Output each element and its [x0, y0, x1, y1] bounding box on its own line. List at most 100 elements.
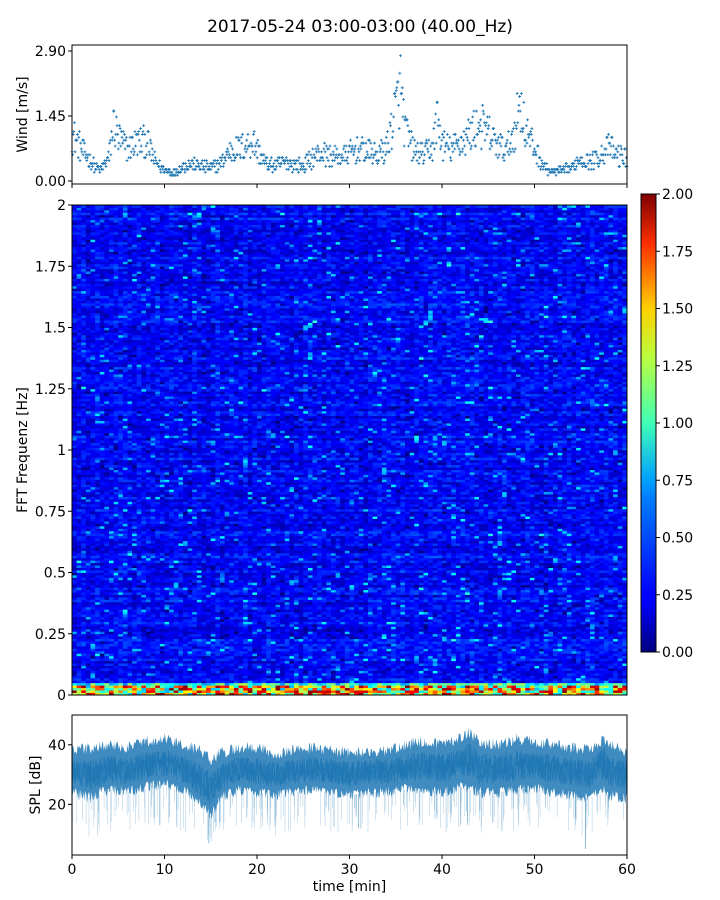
- spectrogram-cell: [127, 513, 133, 517]
- spectrogram-cell: [150, 511, 156, 515]
- spectrogram-cell: [99, 574, 105, 578]
- spectrogram-cell: [81, 293, 87, 297]
- wind-point: [249, 141, 253, 145]
- spectrogram-cell: [90, 675, 96, 679]
- spectrogram-cell: [118, 332, 124, 336]
- spectrogram-cell: [122, 486, 128, 490]
- spectrogram-cell: [132, 217, 138, 221]
- spectrogram-cell: [113, 352, 119, 355]
- spectrogram-cell: [122, 217, 128, 221]
- spectrogram-cell: [150, 239, 156, 243]
- wind-point: [229, 156, 233, 160]
- spectrogram-cell: [159, 545, 165, 549]
- spectrogram-cell: [136, 219, 142, 223]
- spectrogram-cell: [141, 665, 147, 669]
- spectrogram-cell: [146, 276, 152, 279]
- spectrogram-cell: [85, 677, 91, 681]
- spectrogram-cell: [81, 660, 87, 664]
- spectrogram-cell: [159, 467, 165, 470]
- spectrogram-cell: [72, 437, 78, 441]
- spectrogram-cell: [81, 641, 87, 644]
- spectrogram-cell: [141, 660, 147, 664]
- wind-point: [332, 153, 336, 157]
- spectrogram-cell: [81, 462, 87, 466]
- spectrogram-cell: [122, 258, 128, 262]
- spectrogram-cell: [90, 440, 96, 444]
- spectrogram-cell: [113, 430, 119, 434]
- spectrogram-cell: [81, 543, 87, 546]
- spectrogram-cell: [76, 435, 82, 439]
- spectrogram-cell: [76, 685, 82, 689]
- spectrogram-cell: [99, 239, 105, 243]
- spectrogram-cell: [141, 587, 147, 591]
- spectrogram-cell: [99, 447, 105, 451]
- spectrogram-cell: [141, 594, 147, 598]
- spectrogram-cell: [90, 405, 96, 409]
- spectrogram-cell: [132, 229, 138, 233]
- spectrogram-cell: [141, 288, 147, 292]
- spectrogram-cell: [150, 339, 156, 343]
- spectrogram-cell: [164, 516, 170, 519]
- spectrogram-cell: [113, 388, 119, 392]
- spectrogram-cell: [109, 427, 115, 431]
- spectrogram-cell: [81, 668, 87, 671]
- spectrogram-cell: [132, 254, 138, 257]
- spectrogram-cell: [76, 361, 82, 365]
- spectrogram-cell: [155, 660, 161, 664]
- spectrogram-cell: [132, 648, 138, 652]
- spectrogram-cell: [146, 425, 152, 429]
- spectrogram-cell: [150, 295, 156, 299]
- spectrogram-cell: [132, 609, 138, 613]
- spectrogram-cell: [113, 212, 119, 216]
- spectrogram-cell: [104, 219, 110, 223]
- spectrogram-cell: [118, 491, 124, 495]
- spectrogram-cell: [132, 315, 138, 319]
- spectrogram-cell: [109, 374, 115, 377]
- spectrogram-cell: [81, 597, 87, 600]
- spectrogram-cell: [141, 209, 147, 213]
- spectrogram-cell: [146, 472, 152, 475]
- spectrogram-cell: [81, 344, 87, 348]
- spectrogram-cell: [95, 636, 101, 640]
- spectrogram-cell: [104, 437, 110, 441]
- spectrogram-cell: [150, 623, 156, 627]
- spectrogram-cell: [141, 599, 147, 603]
- spectrogram-cell: [150, 545, 156, 549]
- wind-point: [95, 162, 99, 165]
- spectrogram-cell: [99, 548, 105, 551]
- spectrogram-cell: [90, 508, 96, 512]
- spectrogram-cell: [109, 454, 115, 458]
- spectrogram-cell: [99, 464, 105, 468]
- spectrogram-cell: [109, 503, 115, 507]
- spectrogram-cell: [109, 462, 115, 466]
- spectrogram-cell: [113, 655, 119, 659]
- wind-point: [281, 156, 284, 160]
- spectrogram-cell: [136, 628, 142, 632]
- spectrogram-cell: [90, 682, 96, 686]
- wind-point: [308, 162, 312, 165]
- spectrogram-cell: [99, 207, 105, 211]
- spectrogram-cell: [159, 496, 165, 500]
- spectrogram-cell: [85, 447, 91, 451]
- spectrogram-cell: [136, 271, 142, 274]
- spectrogram-cell: [159, 364, 165, 368]
- spectrogram-cell: [85, 410, 91, 414]
- spectrogram-cell: [109, 320, 115, 323]
- spectrogram-cell: [104, 236, 110, 240]
- spectrogram-cell: [136, 670, 142, 674]
- spectrogram-cell: [104, 540, 110, 544]
- spectrogram-cell: [132, 364, 138, 368]
- spectrogram-cell: [104, 672, 110, 676]
- spectrogram-cell: [150, 317, 156, 321]
- spectrogram-cell: [90, 356, 96, 360]
- spectrogram-cell: [150, 209, 156, 213]
- spectrogram-cell: [104, 325, 110, 328]
- spectrogram-cell: [164, 623, 170, 627]
- spectrogram-cell: [122, 317, 128, 321]
- spectrogram-cell: [146, 643, 152, 647]
- spectrogram-cell: [118, 410, 124, 414]
- spectrogram-cell: [136, 427, 142, 431]
- spectrogram-cell: [99, 217, 105, 221]
- wind-point: [370, 153, 373, 157]
